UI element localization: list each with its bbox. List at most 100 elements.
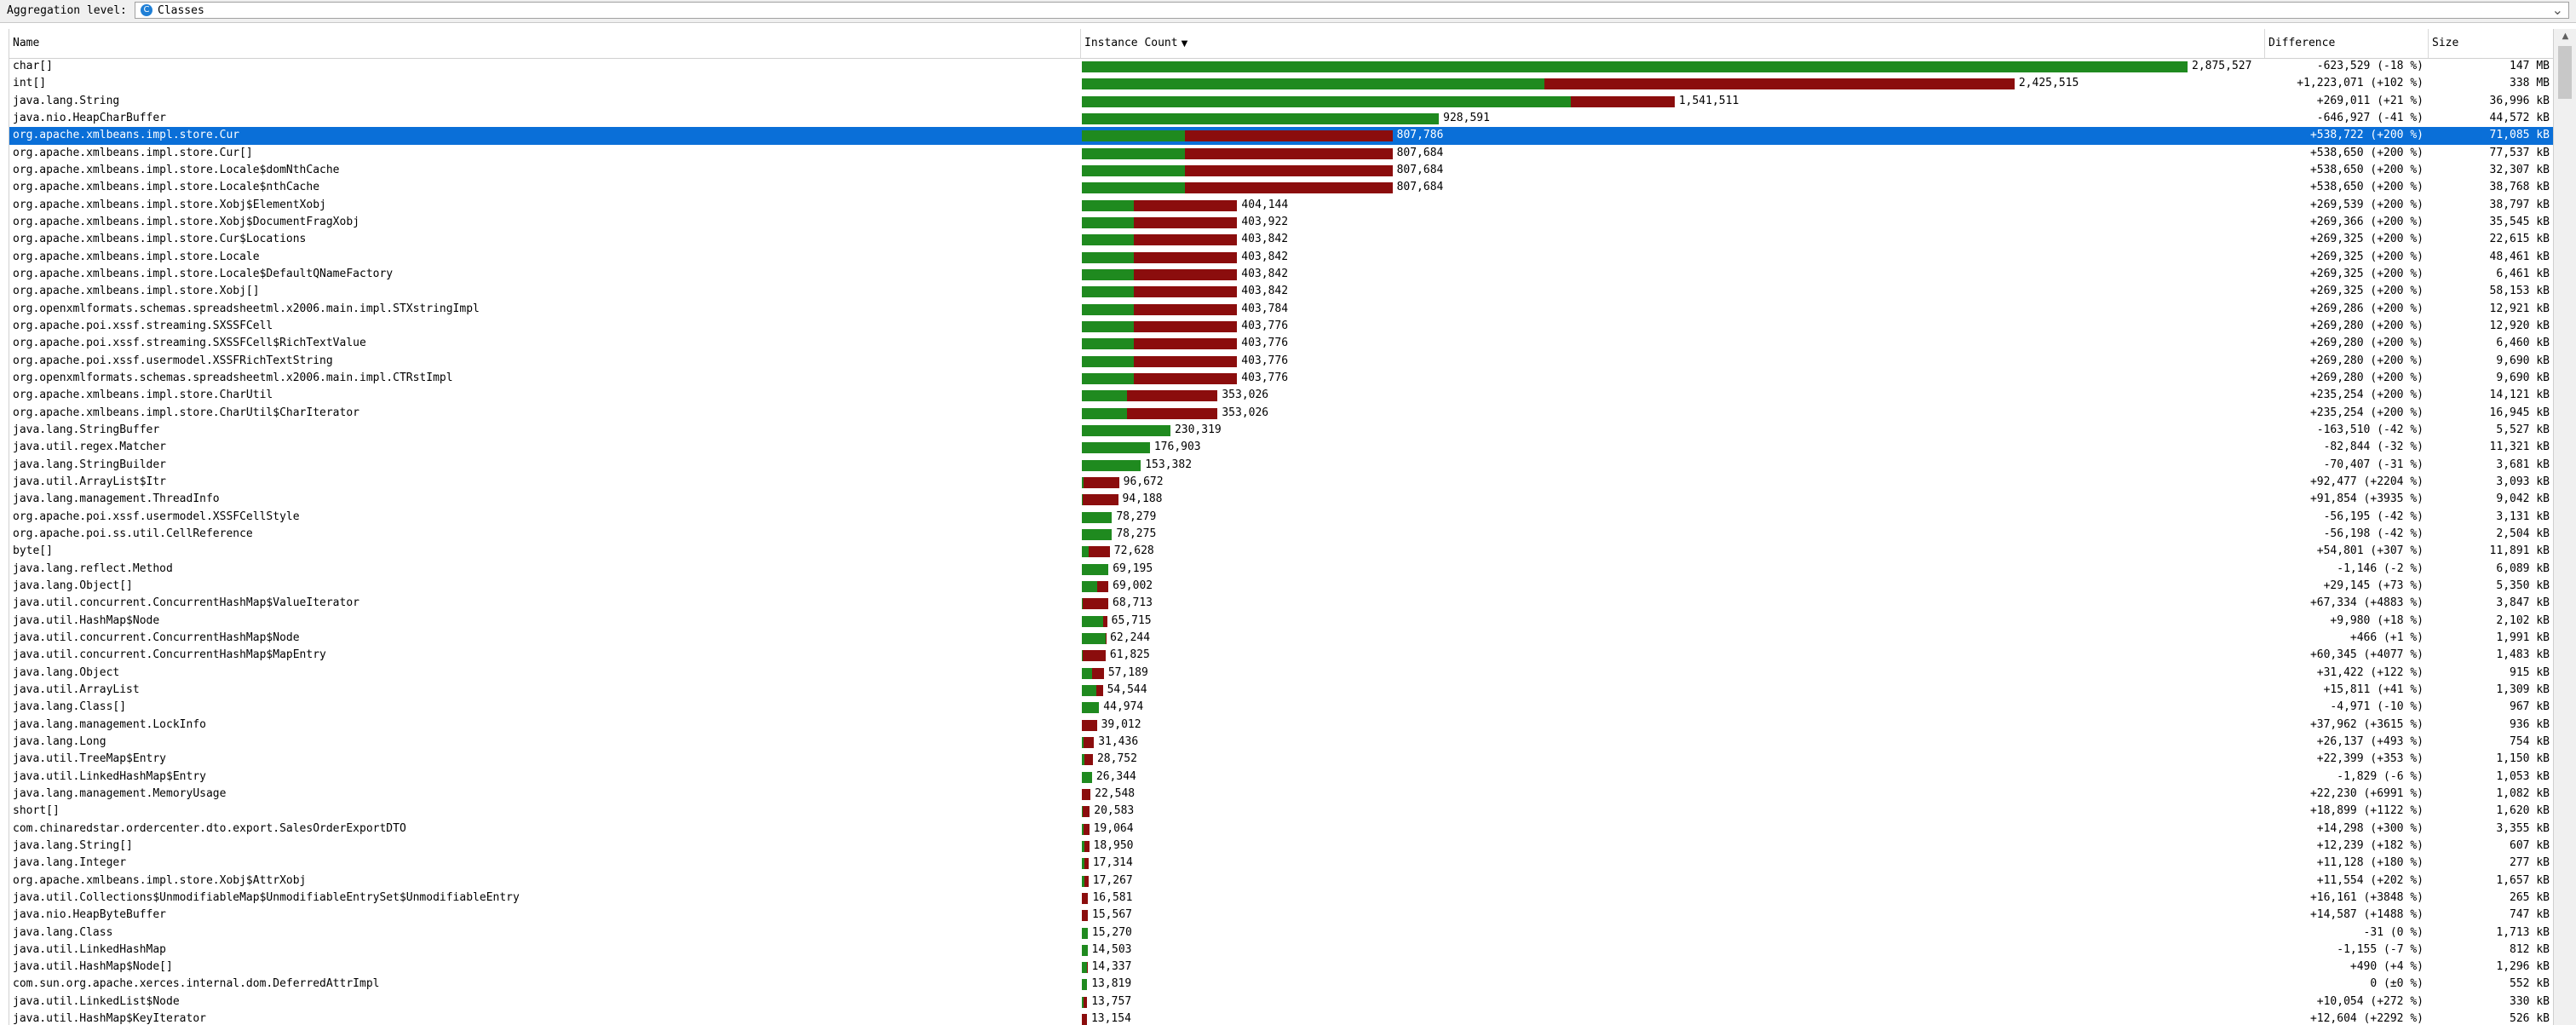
table-row[interactable]: org.apache.xmlbeans.impl.store.Locale$do… <box>9 162 2554 179</box>
table-row[interactable]: org.apache.xmlbeans.impl.store.CharUtil$… <box>9 405 2554 422</box>
instance-count-bar <box>1082 944 1088 956</box>
table-row[interactable]: java.util.concurrent.ConcurrentHashMap$V… <box>9 595 2554 612</box>
table-row[interactable]: org.apache.poi.xssf.usermodel.XSSFRichTe… <box>9 353 2554 370</box>
bar-increase-segment <box>1571 95 1675 107</box>
table-row[interactable]: java.util.TreeMap$Entry 28,752 +22,399 (+3… <box>9 751 2554 768</box>
size-value: 71,085 kB <box>2489 129 2550 142</box>
table-row[interactable]: java.lang.Object 57,189 +31,422 (+122 %) 91… <box>9 665 2554 682</box>
table-row[interactable]: java.lang.management.ThreadInfo 94,188 +91… <box>9 491 2554 508</box>
instance-count-bar <box>1082 598 1108 610</box>
difference-value: +235,254 (+200 %) <box>2309 406 2424 419</box>
table-row[interactable]: java.util.LinkedHashMap 14,503 -1,155 (-7 … <box>9 942 2554 959</box>
difference-value: +269,366 (+200 %) <box>2309 215 2424 228</box>
instance-count: 176,903 <box>1153 441 1201 454</box>
bar-increase-segment <box>1185 182 1393 194</box>
table-row[interactable]: org.apache.xmlbeans.impl.store.Locale$De… <box>9 266 2554 283</box>
table-row[interactable]: org.apache.poi.xssf.streaming.SXSSFCell$… <box>9 335 2554 352</box>
table-row[interactable]: java.util.HashMap$Node[] 14,337 +490 (+4 %… <box>9 959 2554 976</box>
table-row[interactable]: java.lang.reflect.Method 69,195 -1,146 (-2… <box>9 561 2554 578</box>
table-row[interactable]: com.sun.org.apache.xerces.internal.dom.D… <box>9 976 2554 993</box>
table-row[interactable]: java.lang.management.MemoryUsage 22,548 +2… <box>9 786 2554 803</box>
table-row[interactable]: org.apache.xmlbeans.impl.store.Xobj$Docu… <box>9 214 2554 231</box>
class-name: java.util.ArrayList$Itr <box>13 475 167 488</box>
table-row[interactable]: org.apache.xmlbeans.impl.store.Xobj$Attr… <box>9 872 2554 890</box>
column-header-instance-count[interactable]: Instance Count ▼ <box>1081 29 2265 58</box>
size-value: 6,460 kB <box>2496 337 2550 350</box>
table-row[interactable]: org.apache.xmlbeans.impl.store.Cur$Locat… <box>9 231 2554 248</box>
table-row[interactable]: java.lang.Long 31,436 +26,137 (+493 %) 754 … <box>9 734 2554 751</box>
difference-value: -1,829 (-6 %) <box>2337 769 2424 783</box>
table-row[interactable]: java.util.concurrent.ConcurrentHashMap$N… <box>9 630 2554 647</box>
table-row[interactable]: java.util.HashMap$KeyIterator 13,154 +12,6… <box>9 1011 2554 1025</box>
table-row[interactable]: java.lang.management.LockInfo 39,012 +37,9… <box>9 717 2554 734</box>
table-row[interactable]: org.openxmlformats.schemas.spreadsheetml… <box>9 301 2554 318</box>
table-row[interactable]: java.util.ArrayList$Itr 96,672 +92,477 (+2… <box>9 474 2554 491</box>
table-row[interactable]: java.util.ArrayList 54,544 +15,811 (+41 %)… <box>9 682 2554 699</box>
bar-increase-segment <box>1084 840 1090 852</box>
chevron-down-icon[interactable]: ⌄ <box>2551 2 2563 18</box>
size-value: 32,307 kB <box>2489 163 2550 176</box>
instance-count-bar <box>1082 667 1104 679</box>
class-name: java.util.Collections$UnmodifiableMap$Un… <box>13 890 520 904</box>
table-row[interactable]: org.apache.xmlbeans.impl.store.CharUtil 3… <box>9 387 2554 404</box>
class-name: java.lang.Class <box>13 925 113 939</box>
table-row[interactable]: org.apache.poi.xssf.streaming.SXSSFCell 4… <box>9 318 2554 335</box>
bar-increase-segment <box>1084 736 1095 748</box>
table-row[interactable]: org.apache.xmlbeans.impl.store.Locale 403… <box>9 249 2554 266</box>
instance-count: 13,819 <box>1091 977 1132 991</box>
scrollbar-thumb[interactable] <box>2558 46 2572 99</box>
instance-count-bar <box>1082 962 1088 974</box>
table-row[interactable]: java.lang.Integer 17,314 +11,128 (+180 %) 2… <box>9 855 2554 872</box>
table-row[interactable]: java.lang.String 1,541,511 +269,011 (+21 %… <box>9 93 2554 110</box>
table-row[interactable]: org.apache.xmlbeans.impl.store.Cur[] 807,… <box>9 145 2554 162</box>
table-row[interactable]: short[] 20,583 +18,899 (+1122 %) 1,620 kB <box>9 803 2554 820</box>
table-row[interactable]: java.nio.HeapCharBuffer 928,591 -646,927 (… <box>9 110 2554 127</box>
table-row[interactable]: java.lang.Class 15,270 -31 (0 %) 1,713 kB <box>9 924 2554 942</box>
table-row[interactable]: com.chinaredstar.ordercenter.dto.export.… <box>9 821 2554 838</box>
size-value: 265 kB <box>2510 890 2550 904</box>
table-row[interactable]: java.nio.HeapByteBuffer 15,567 +14,587 (+1… <box>9 907 2554 924</box>
instance-count-bar <box>1082 407 1218 419</box>
aggregation-level-dropdown[interactable]: C Classes ⌄ <box>135 2 2569 19</box>
table-row[interactable]: java.util.Collections$UnmodifiableMap$Un… <box>9 890 2554 907</box>
table-row[interactable]: java.lang.Object[] 69,002 +29,145 (+73 %) 5… <box>9 578 2554 595</box>
scroll-up-icon[interactable]: ▲ <box>2562 32 2569 41</box>
bar-increase-segment <box>1089 546 1110 558</box>
difference-value: +269,280 (+200 %) <box>2309 371 2424 384</box>
column-header-size[interactable]: Size <box>2429 29 2554 58</box>
instance-count-bar <box>1082 476 1119 488</box>
difference-value: +269,325 (+200 %) <box>2309 285 2424 298</box>
table-row[interactable]: org.apache.xmlbeans.impl.store.Locale$nt… <box>9 179 2554 196</box>
table-row[interactable]: java.util.HashMap$Node 65,715 +9,980 (+18 … <box>9 613 2554 630</box>
column-header-name[interactable]: Name <box>9 29 1081 58</box>
table-row[interactable]: java.lang.String[] 18,950 +12,239 (+182 %)… <box>9 838 2554 855</box>
table-row[interactable]: java.lang.StringBuilder 153,382 -70,407 (-… <box>9 457 2554 474</box>
table-row[interactable]: org.apache.xmlbeans.impl.store.Cur 807,78… <box>9 127 2554 145</box>
table-row[interactable]: java.util.LinkedHashMap$Entry 26,344 -1,82… <box>9 769 2554 786</box>
vertical-scrollbar[interactable]: ▲ <box>2553 29 2576 1025</box>
column-header-difference[interactable]: Difference <box>2265 29 2429 58</box>
bar-increase-segment <box>1133 199 1238 211</box>
table-row[interactable]: org.apache.poi.ss.util.CellReference 78,2… <box>9 526 2554 543</box>
difference-value: -56,195 (-42 %) <box>2323 510 2424 523</box>
instance-count: 17,267 <box>1092 873 1133 887</box>
table-row[interactable]: java.util.concurrent.ConcurrentHashMap$M… <box>9 647 2554 664</box>
table-row[interactable]: org.apache.poi.xssf.usermodel.XSSFCellSt… <box>9 509 2554 526</box>
bar-increase-segment <box>1084 875 1089 887</box>
table-row[interactable]: org.apache.xmlbeans.impl.store.Xobj$Elem… <box>9 197 2554 214</box>
table-row[interactable]: java.util.regex.Matcher 176,903 -82,844 (-… <box>9 439 2554 456</box>
bar-increase-segment <box>1127 407 1218 419</box>
difference-value: -1,146 (-2 %) <box>2337 561 2424 575</box>
difference-value: +22,230 (+6991 %) <box>2309 786 2424 800</box>
table-row[interactable]: char[] 2,875,527 -623,529 (-18 %) 147 MB <box>9 58 2554 75</box>
table-row[interactable]: java.lang.Class[] 44,974 -4,971 (-10 %) 967… <box>9 699 2554 716</box>
table-row[interactable]: byte[] 72,628 +54,801 (+307 %) 11,891 kB <box>9 543 2554 560</box>
difference-value: +538,722 (+200 %) <box>2309 129 2424 142</box>
table-row[interactable]: org.apache.xmlbeans.impl.store.Xobj[] 403… <box>9 283 2554 300</box>
table-row[interactable]: int[] 2,425,515 +1,223,071 (+102 %) 338 MB <box>9 75 2554 92</box>
bar-baseline-segment <box>1082 684 1097 696</box>
table-row[interactable]: org.openxmlformats.schemas.spreadsheetml… <box>9 370 2554 387</box>
table-row[interactable]: java.util.LinkedList$Node 13,757 +10,054 (… <box>9 993 2554 1011</box>
table-row[interactable]: java.lang.StringBuffer 230,319 -163,510 (-… <box>9 422 2554 439</box>
bar-increase-segment <box>1133 234 1238 246</box>
